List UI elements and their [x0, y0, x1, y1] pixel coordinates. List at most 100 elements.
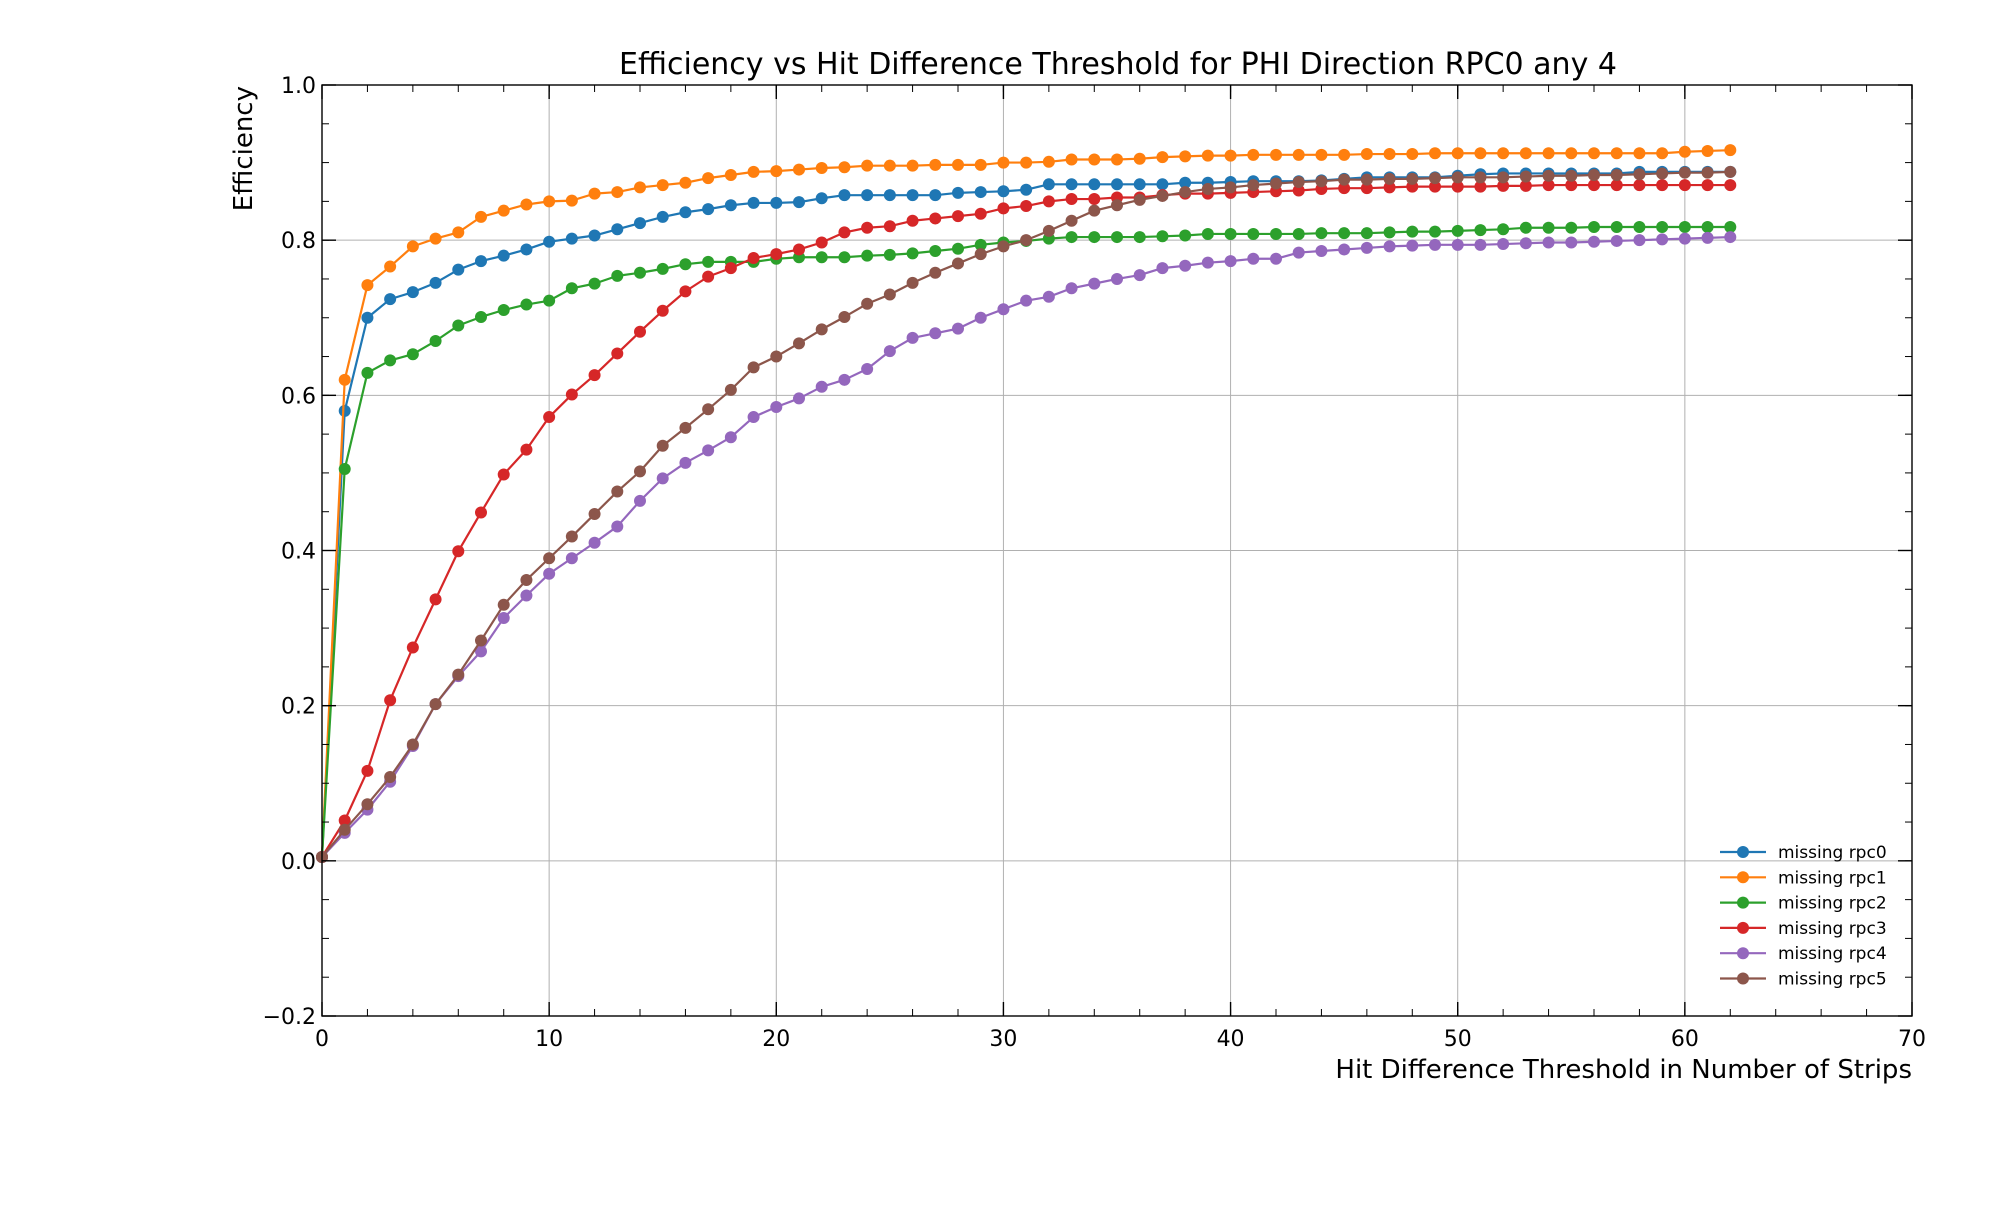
data-point-missing-rpc5: [770, 350, 783, 363]
data-point-missing-rpc2: [838, 251, 851, 264]
data-point-missing-rpc3: [475, 506, 487, 519]
data-point-missing-rpc5: [679, 421, 692, 434]
data-point-missing-rpc4: [679, 456, 692, 469]
data-point-missing-rpc2: [361, 366, 374, 379]
legend: missing rpc0 missing rpc1 missing rpc2 miss…: [1720, 843, 1887, 990]
grid-lines: [321, 84, 1913, 1017]
data-point-missing-rpc3: [1360, 182, 1373, 195]
data-point-missing-rpc4: [1429, 238, 1441, 251]
data-point-missing-rpc5: [1565, 169, 1578, 182]
data-point-missing-rpc1: [1519, 147, 1532, 160]
data-point-missing-rpc0: [974, 186, 987, 199]
data-point-missing-rpc1: [770, 165, 783, 178]
data-point-missing-rpc3: [452, 545, 465, 558]
y-tick-label: 0.0: [281, 850, 316, 875]
data-point-missing-rpc1: [634, 181, 646, 194]
data-point-missing-rpc3: [384, 694, 397, 707]
data-point-missing-rpc0: [565, 232, 578, 245]
data-point-missing-rpc5: [497, 598, 510, 611]
data-point-missing-rpc4: [974, 311, 987, 324]
data-point-missing-rpc4: [1633, 234, 1646, 247]
data-point-missing-rpc4: [1451, 238, 1464, 251]
data-point-missing-rpc1: [611, 186, 624, 199]
series-line-missing-rpc0: [320, 170, 1731, 858]
data-point-missing-rpc2: [1724, 220, 1737, 233]
data-point-missing-rpc1: [1474, 147, 1487, 160]
data-point-missing-rpc2: [1701, 220, 1714, 233]
data-point-missing-rpc2: [1360, 227, 1373, 240]
x-tick-label: 50: [1444, 1027, 1472, 1052]
data-point-missing-rpc5: [997, 240, 1010, 253]
data-point-missing-rpc2: [974, 238, 987, 251]
data-point-missing-rpc5: [1133, 193, 1146, 206]
data-point-missing-rpc0: [861, 189, 874, 202]
data-point-missing-rpc3: [520, 443, 533, 456]
data-point-missing-rpc1: [1451, 147, 1464, 160]
data-point-missing-rpc3: [1474, 180, 1487, 193]
data-point-missing-rpc1: [429, 232, 442, 245]
data-point-missing-rpc3: [1588, 179, 1600, 192]
data-point-missing-rpc3: [1610, 179, 1623, 192]
data-point-missing-rpc5: [1315, 175, 1328, 188]
data-point-missing-rpc2: [1247, 227, 1260, 240]
data-point-missing-rpc4: [1701, 231, 1714, 244]
data-point-missing-rpc1: [702, 172, 715, 185]
data-point-missing-rpc2: [634, 266, 646, 279]
data-point-missing-rpc5: [952, 257, 964, 270]
data-point-missing-rpc2: [497, 303, 510, 316]
legend-marker: [1737, 871, 1749, 884]
data-point-missing-rpc3: [543, 411, 556, 424]
data-point-missing-rpc2: [1065, 231, 1078, 244]
data-point-missing-rpc3: [724, 262, 737, 275]
data-point-missing-rpc4: [815, 380, 828, 393]
data-point-missing-rpc2: [1315, 227, 1328, 240]
data-point-missing-rpc3: [1065, 193, 1078, 206]
data-point-missing-rpc1: [1315, 148, 1328, 161]
data-point-missing-rpc3: [747, 252, 760, 265]
data-point-missing-rpc0: [883, 189, 896, 202]
series-missing-rpc1: [316, 144, 1737, 863]
y-tick-label: 1.0: [281, 74, 316, 99]
series-missing-rpc0: [316, 165, 1737, 863]
series-line-missing-rpc3: [321, 183, 1731, 858]
data-point-missing-rpc2: [520, 298, 533, 311]
data-point-missing-rpc5: [1633, 168, 1646, 181]
data-point-missing-rpc2: [679, 258, 692, 271]
data-point-missing-rpc1: [1201, 149, 1214, 162]
legend-marker: [1737, 947, 1749, 960]
data-point-missing-rpc3: [702, 270, 715, 283]
data-point-missing-rpc2: [588, 277, 601, 290]
data-point-missing-rpc2: [1565, 221, 1578, 234]
data-point-missing-rpc1: [679, 176, 692, 189]
data-point-missing-rpc3: [497, 468, 510, 481]
y-tick-label: 0.8: [281, 229, 316, 254]
data-point-missing-rpc2: [1383, 226, 1396, 239]
data-point-missing-rpc5: [906, 276, 919, 289]
data-point-missing-rpc3: [1338, 182, 1351, 195]
data-point-missing-rpc4: [1610, 234, 1623, 247]
data-point-missing-rpc1: [1247, 148, 1260, 161]
data-point-missing-rpc0: [838, 189, 851, 202]
data-point-missing-rpc4: [1338, 243, 1351, 256]
data-point-missing-rpc5: [1088, 204, 1101, 217]
data-point-missing-rpc1: [1042, 155, 1055, 168]
data-point-missing-rpc2: [1429, 225, 1441, 238]
data-point-missing-rpc3: [997, 202, 1010, 215]
data-point-missing-rpc4: [1724, 231, 1737, 244]
legend-marker: [1737, 846, 1749, 858]
data-point-missing-rpc5: [1111, 199, 1123, 212]
data-point-missing-rpc5: [656, 439, 669, 452]
data-point-missing-rpc0: [770, 196, 783, 209]
data-point-missing-rpc3: [1656, 179, 1669, 192]
data-point-missing-rpc1: [861, 159, 874, 172]
data-point-missing-rpc3: [929, 212, 942, 225]
data-point-missing-rpc3: [588, 369, 601, 382]
legend-label: missing rpc5: [1778, 970, 1887, 990]
data-point-missing-rpc1: [338, 373, 351, 386]
data-point-missing-rpc4: [1519, 237, 1532, 250]
data-point-missing-rpc0: [338, 404, 351, 417]
tick-labels: 0 10 20 30 40 50 60 70 −0.2 0.0 0.2 0.4 0.6 0.8 1.0: [263, 74, 1926, 1052]
data-point-missing-rpc5: [861, 297, 874, 310]
data-point-missing-rpc1: [815, 162, 828, 175]
data-point-missing-rpc1: [1701, 144, 1714, 157]
